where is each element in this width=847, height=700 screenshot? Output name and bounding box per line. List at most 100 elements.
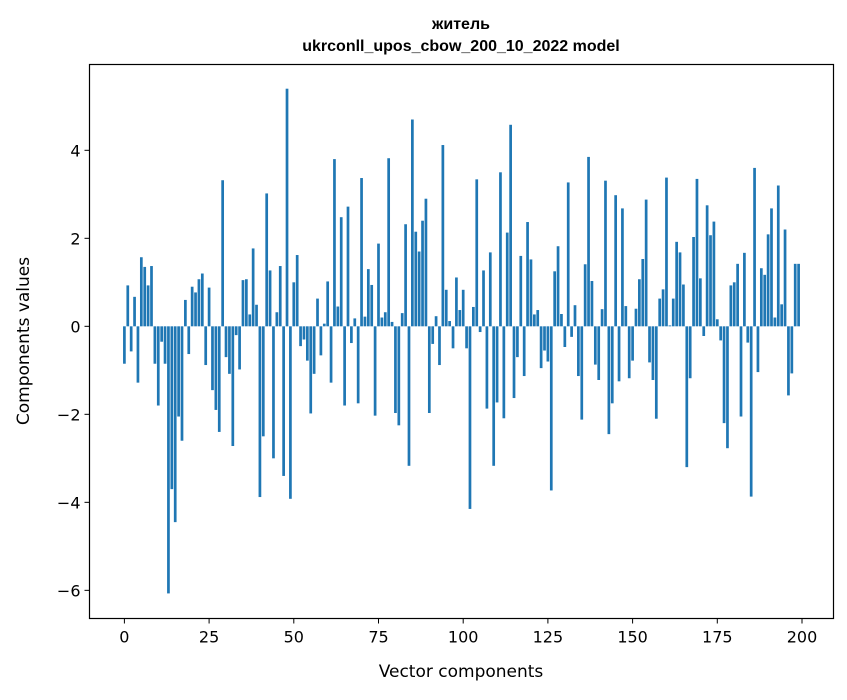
bar-15 [173,326,177,523]
bar-102 [468,326,472,509]
bar-41 [261,326,265,437]
bar-115 [512,326,516,399]
bar-97 [451,326,455,349]
bar-141 [600,309,604,327]
bar-118 [522,326,526,377]
bar-156 [651,326,655,381]
bar-51 [295,255,299,327]
bar-45 [275,312,279,327]
bar-79 [390,321,394,327]
bar-170 [698,278,702,327]
bar-58 [319,326,323,356]
bar-33 [234,326,238,336]
bar-192 [773,317,777,327]
bar-55 [309,326,313,414]
y-tick-label: 0 [70,317,80,336]
bar-169 [695,178,699,327]
bar-7 [146,285,150,327]
bar-147 [621,208,624,327]
bar-54 [305,326,309,361]
bar-184 [746,326,750,343]
bar-69 [356,326,360,404]
bar-171 [702,326,706,336]
bar-108 [488,252,492,327]
bar-78 [387,158,391,327]
chart-title-line-2: ukrconll_upos_cbow_200_10_2022 model [302,38,619,55]
bar-37 [248,314,252,327]
bar-4 [136,326,140,383]
bar-3 [133,296,136,327]
bar-109 [492,326,496,466]
bar-14 [170,326,174,490]
bar-112 [502,326,506,419]
bar-143 [607,326,611,435]
bar-96 [448,321,451,327]
x-tick-label: 50 [284,628,304,647]
chart-title-line-1: житель [431,16,490,33]
bar-120 [529,259,533,327]
bar-26 [211,326,214,391]
bar-110 [495,326,499,403]
bar-89 [424,198,428,327]
bar-35 [241,280,245,327]
bar-65 [343,326,346,406]
bar-68 [353,318,357,327]
bar-136 [583,264,587,327]
bar-161 [668,325,672,327]
y-tick-label: −2 [57,405,81,424]
bar-135 [580,326,584,420]
bar-196 [787,326,790,396]
bar-126 [549,326,553,491]
bar-186 [753,167,756,327]
bar-13 [167,326,170,594]
bar-80 [394,326,397,414]
bar-85 [411,119,414,327]
bar-178 [726,326,729,449]
bar-188 [759,268,763,327]
bar-193 [776,185,780,327]
bar-148 [624,306,628,327]
bar-67 [350,326,353,344]
bar-198 [793,263,797,327]
bar-1 [126,285,130,327]
bar-146 [617,326,621,382]
y-tick-label: 4 [70,141,80,160]
bar-134 [577,326,580,377]
bar-194 [780,304,784,327]
bar-105 [478,326,482,333]
bar-159 [661,289,665,327]
y-tick-label: −4 [57,493,81,512]
x-tick-label: 0 [119,628,129,647]
bar-59 [322,323,326,327]
bar-75 [377,243,380,327]
bar-132 [570,326,573,337]
bar-180 [732,282,736,327]
bar-86 [414,231,418,327]
bar-99 [458,310,462,327]
bar-42 [265,193,269,327]
bar-52 [299,326,302,347]
bar-73 [370,284,374,327]
bar-113 [505,232,509,327]
bar-21 [194,292,197,327]
bar-70 [360,178,363,327]
bar-168 [692,236,695,327]
bar-100 [461,289,465,327]
bar-24 [204,326,208,366]
bar-131 [566,182,570,327]
bar-72 [366,269,370,327]
bar-8 [150,266,153,327]
bar-12 [163,326,167,364]
bar-64 [339,217,343,327]
bar-9 [153,326,157,364]
bar-107 [485,326,489,409]
x-tick-label: 175 [702,628,733,647]
bar-20 [190,286,194,327]
bar-172 [705,205,709,327]
bar-98 [455,277,458,327]
bar-48 [285,88,289,327]
bar-185 [749,326,753,497]
bar-27 [214,326,218,410]
y-tick-label: −6 [57,581,81,600]
bar-142 [604,180,607,327]
